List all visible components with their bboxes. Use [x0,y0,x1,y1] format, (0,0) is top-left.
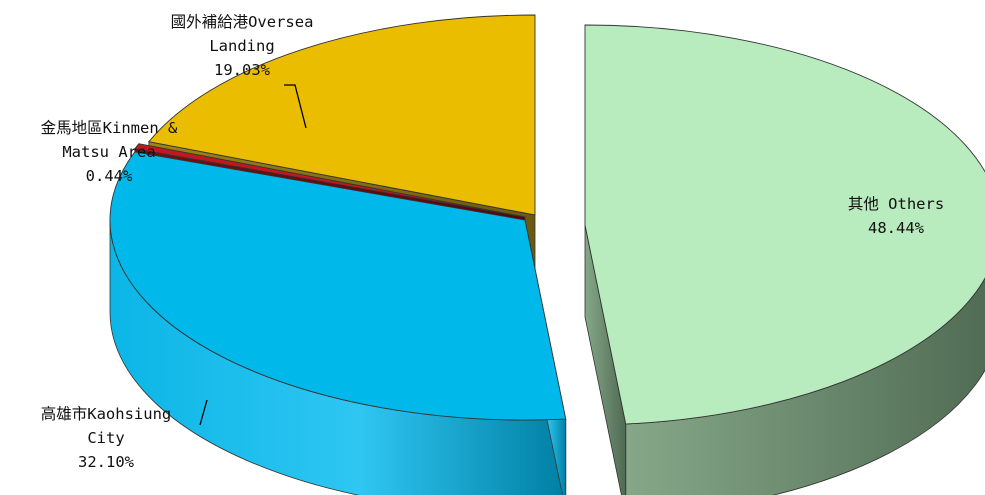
slice-label-text: 高雄市Kaohsiung [40,405,172,423]
slice-label-others: 其他 Others 48.44% [826,192,966,240]
slice-kinmen-matsu [134,143,526,218]
slice-others [584,24,985,425]
slice-percent-label: 48.44% [868,219,924,237]
slice-label-text: City [87,429,125,447]
slice-label-kaohsiung: 高雄市Kaohsiung City 32.10% [6,402,206,474]
leader-line-kaohsiung [199,399,208,426]
slice-kaohsiung [109,151,567,421]
leader-line-oversea [284,84,307,129]
slice-label-text: 國外補給港Oversea [170,13,314,31]
slice-percent-label: 19.03% [214,61,270,79]
slice-percent-label: 32.10% [78,453,134,471]
slice-label-text: 其他 Others [847,195,945,213]
slice-percent-label: 0.44% [85,167,133,185]
slice-label-oversea: 國外補給港Oversea Landing 19.03% [142,10,342,82]
slice-label-kinmen-matsu: 金馬地區Kinmen & Matsu Area 0.44% [4,116,214,188]
slice-label-text: Matsu Area [62,143,156,161]
slice-label-text: Landing [209,37,275,55]
slice-label-text: 金馬地區Kinmen & [40,119,178,137]
slice-oversea [148,14,536,216]
